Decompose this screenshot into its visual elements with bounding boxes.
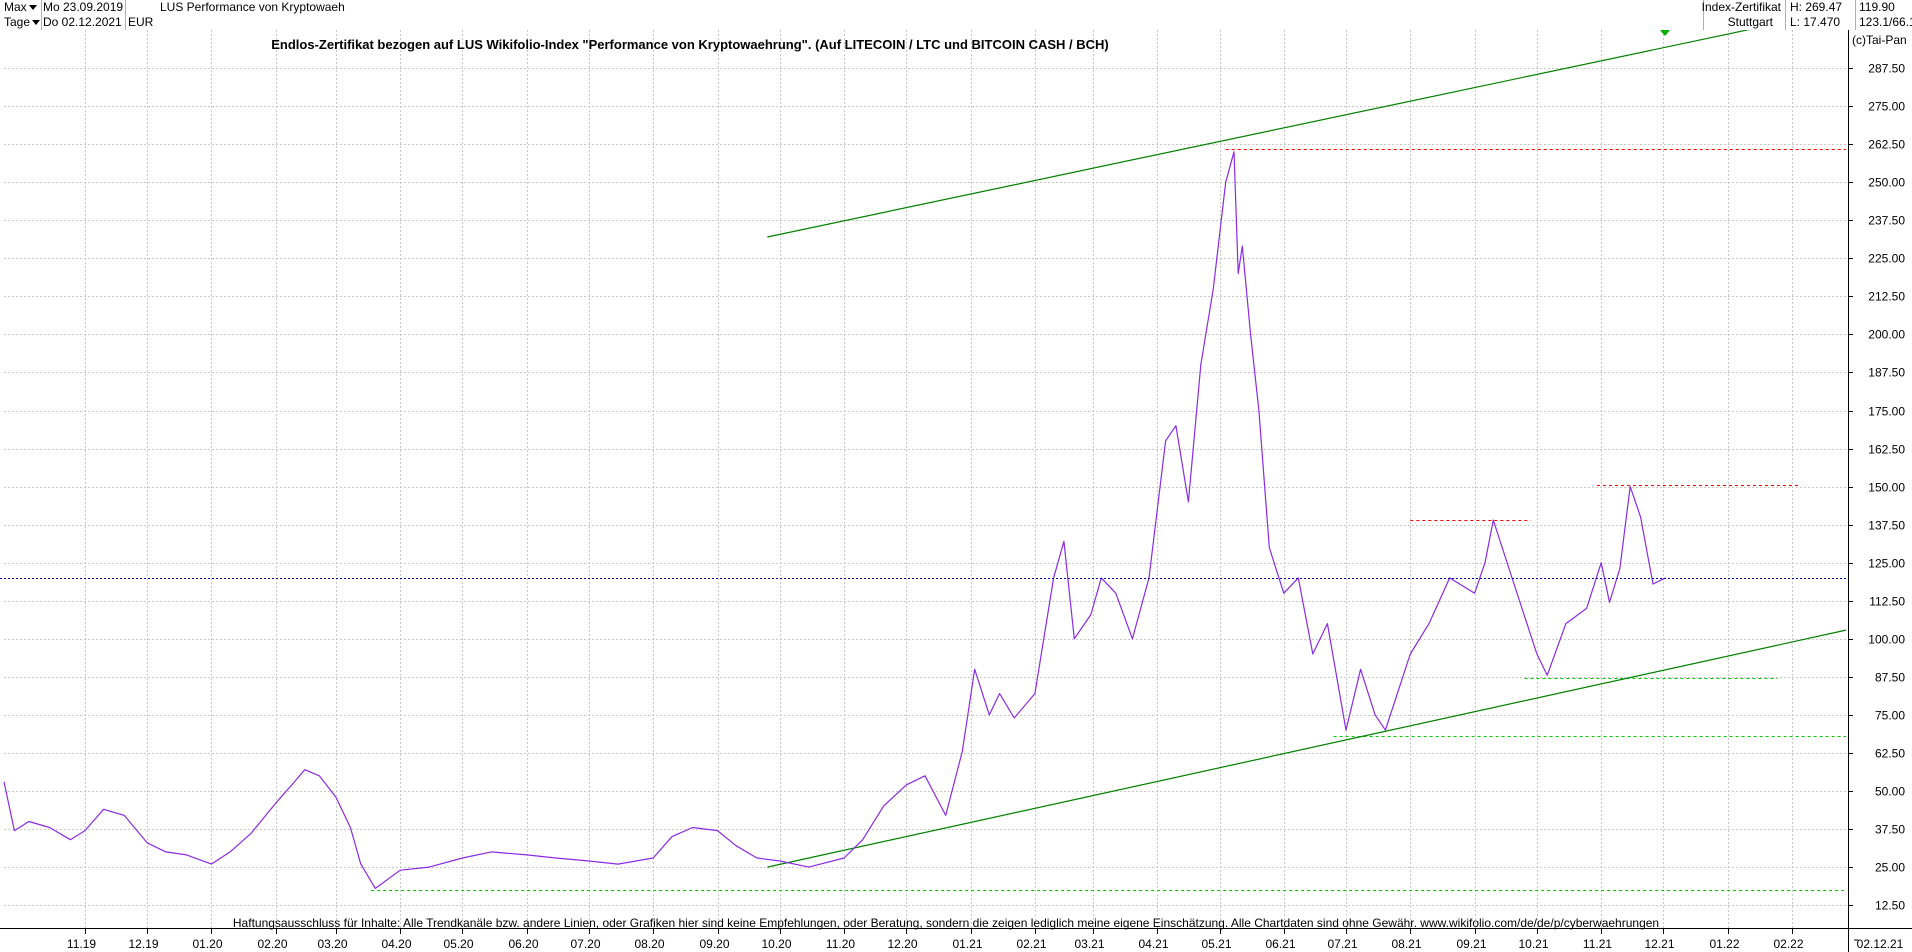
x-tick-label: 11.19 (67, 937, 96, 951)
y-axis: 12.50 25.00 37.50 50.00 62.50 75.00 87.50 100.0… (1848, 30, 1912, 952)
period-selector: Max Tage (0, 0, 42, 30)
x-tick-label: 01.22 (1709, 937, 1739, 951)
y-tick-label: 137.50 (1868, 519, 1905, 533)
copyright-label: (c)Tai-Pan (1852, 33, 1907, 47)
x-tick-label: 12.20 (887, 937, 917, 951)
exchange-label: Stuttgart (1727, 15, 1773, 29)
currency-cell: EUR (126, 0, 156, 30)
x-tick-label: 08.20 (634, 937, 664, 951)
instrument-type: Index-Zertifikat (1701, 0, 1781, 14)
high-low: H: 269.47 L: 17.470 (1786, 0, 1856, 30)
trend-channel-lines (767, 8, 1847, 868)
x-tick-label: 07.21 (1327, 937, 1357, 951)
x-tick-label: 04.21 (1138, 937, 1168, 951)
y-tick-label: 87.50 (1875, 671, 1905, 685)
change-value: 123.1/66.1 (1859, 15, 1912, 29)
x-tick-label: 11.20 (826, 937, 855, 951)
x-tick-label: 05.20 (443, 937, 473, 951)
quote-cell: 119.90 123.1/66.1 (1856, 0, 1912, 30)
y-tick-label: 212.50 (1868, 290, 1905, 304)
instrument-info: Index-Zertifikat Stuttgart (1701, 0, 1786, 30)
x-tick-label: 10.20 (761, 937, 791, 951)
support-resistance-levels (371, 149, 1846, 891)
x-end-date-label: 02.12.21 (1857, 937, 1904, 951)
x-tick-label: 02.20 (257, 937, 287, 951)
x-tick-label: 07.20 (570, 937, 600, 951)
price-series (3, 151, 1666, 890)
high-value: H: 269.47 (1790, 0, 1843, 14)
chevron-down-icon (28, 5, 37, 11)
chart-header: Max Tage Mo 23.09.2019 Do 02.12.2021 EUR… (0, 0, 1912, 30)
x-tick-label: 06.20 (508, 937, 538, 951)
y-tick-label: 262.50 (1868, 138, 1905, 152)
y-tick-label: 25.00 (1875, 861, 1905, 875)
x-axis: 11.19 12.19 01.20 02.20 03.20 04.20 05.20 06.20… (0, 928, 1912, 951)
trend-line (767, 629, 1847, 868)
x-tick-label: 09.20 (699, 937, 729, 951)
y-tick-label: 175.00 (1868, 405, 1905, 419)
y-tick-label: 250.00 (1868, 176, 1905, 190)
x-tick-label: 10.21 (1518, 937, 1548, 951)
instrument-name: LUS Performance von Kryptowaeh (160, 0, 345, 14)
low-value: L: 17.470 (1790, 15, 1841, 29)
x-tick-label: 02.21 (1016, 937, 1046, 951)
y-axis-panel (1848, 30, 1912, 928)
instrument-cell: LUS Performance von Kryptowaeh (156, 0, 1704, 30)
date-to: Do 02.12.2021 (43, 15, 122, 29)
x-tick-label: 09.21 (1456, 937, 1486, 951)
x-tick-label: 11.21 (1583, 937, 1612, 951)
y-tick-label: 37.50 (1875, 823, 1905, 837)
y-tick-label: 275.00 (1868, 100, 1905, 114)
y-tick-label: 62.50 (1875, 747, 1905, 761)
disclaimer-text: Haftungsausschluss für Inhalte: Alle Tre… (233, 916, 1659, 930)
chevron-down-icon (32, 20, 41, 26)
x-tick-label: 02.22 (1773, 937, 1803, 951)
date-from: Mo 23.09.2019 (43, 0, 124, 14)
x-tick-label: 12.21 (1644, 937, 1674, 951)
y-tick-label: 112.50 (1869, 595, 1905, 609)
y-tick-label: 75.00 (1875, 709, 1905, 723)
x-tick-label: 06.21 (1265, 937, 1295, 951)
y-tick-label: 237.50 (1868, 214, 1905, 228)
currency-label: EUR (128, 15, 154, 29)
trend-line (767, 8, 1847, 238)
range-label: Max (4, 0, 27, 14)
y-tick-label: 200.00 (1868, 328, 1905, 342)
marker-triangle-icon (1660, 30, 1670, 36)
current-price-marker: 119.90 (0, 571, 1912, 586)
y-tick-label: 150.00 (1868, 481, 1905, 495)
x-tick-label: 12.19 (128, 937, 158, 951)
x-tick-label: 01.20 (192, 937, 222, 951)
x-tick-label: 05.21 (1201, 937, 1231, 951)
y-tick-label: 50.00 (1875, 785, 1905, 799)
last-price: 119.90 (1859, 0, 1895, 14)
y-tick-label: 162.50 (1868, 443, 1905, 457)
x-tick-label: 08.21 (1391, 937, 1421, 951)
x-tick-label: 04.20 (381, 937, 411, 951)
x-tick-label: 03.21 (1074, 937, 1104, 951)
y-tick-label: 287.50 (1868, 62, 1905, 76)
price-line (3, 151, 1666, 890)
period-dropdown[interactable]: Tage (4, 15, 41, 30)
y-tick-label: 100.00 (1868, 633, 1905, 647)
period-label: Tage (4, 15, 31, 29)
y-tick-label: 125.00 (1868, 557, 1905, 571)
range-dropdown[interactable]: Max (4, 0, 37, 15)
y-tick-label: 187.50 (1868, 366, 1905, 380)
date-range: Mo 23.09.2019 Do 02.12.2021 (42, 0, 126, 30)
chart-grid (4, 30, 1848, 928)
x-tick-label: 01.21 (952, 937, 982, 951)
y-tick-label: 225.00 (1868, 252, 1905, 266)
chart-title: Endlos-Zertifikat bezogen auf LUS Wikifo… (271, 37, 1109, 52)
y-tick-label: 12.50 (1875, 899, 1905, 913)
x-tick-label: 03.20 (317, 937, 347, 951)
